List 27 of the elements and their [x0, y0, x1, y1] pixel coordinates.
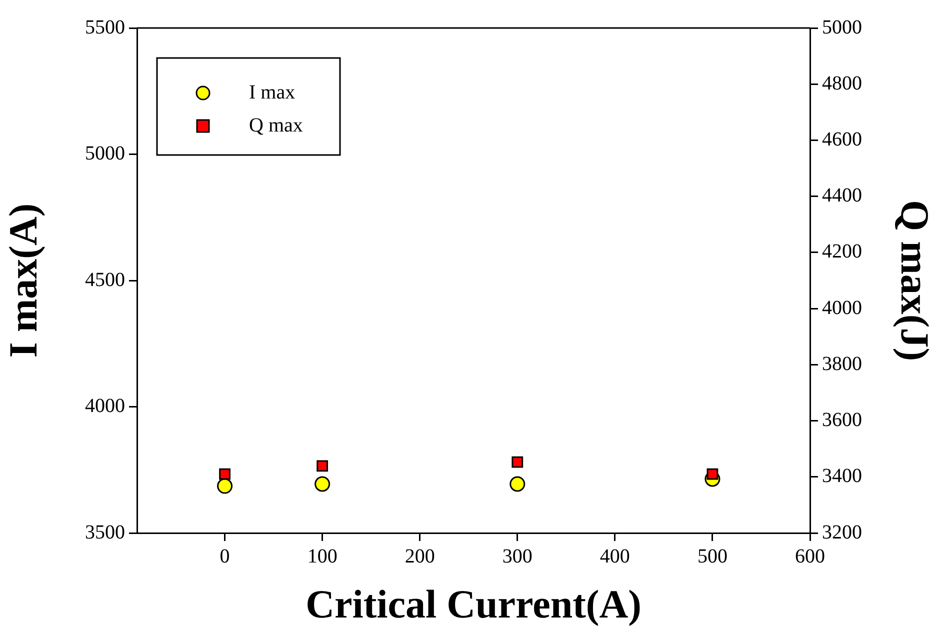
- y2-tick-label: 4400: [822, 184, 862, 207]
- y2-axis-title: Q max(J): [892, 200, 938, 362]
- y-tick-label: 5000: [85, 142, 125, 164]
- y2-tick-label: 5000: [822, 16, 862, 38]
- x-tick-label: 100: [307, 545, 338, 568]
- y-tick-label: 5500: [85, 16, 125, 38]
- y2-tick-label: 3400: [822, 465, 862, 488]
- x-tick-label: 600: [795, 545, 825, 568]
- x-axis-title: Critical Current(A): [306, 581, 642, 626]
- x-tick-label: 300: [502, 545, 532, 568]
- y2-tick-label: 4800: [822, 72, 862, 94]
- x-tick-label: 500: [697, 545, 728, 568]
- y2-tick-label: 4200: [822, 240, 862, 263]
- legend-label: Q max: [249, 114, 303, 136]
- legend-label: I max: [249, 81, 296, 104]
- y2-tick-label: 3600: [822, 409, 862, 432]
- y-tick-label: 3500: [85, 521, 125, 544]
- y2-tick-label: 4600: [822, 128, 862, 150]
- y2-tick-label: 3800: [822, 352, 862, 375]
- x-tick-label: 200: [404, 545, 435, 568]
- x-tick-label: 0: [220, 545, 230, 568]
- y2-tick-label: 4000: [822, 296, 862, 319]
- y-tick-label: 4500: [85, 268, 125, 291]
- x-tick-label: 400: [600, 545, 630, 568]
- y2-tick-label: 3200: [822, 521, 862, 544]
- y-tick-label: 4000: [85, 395, 125, 417]
- y-axis-title: I max(A): [0, 203, 46, 358]
